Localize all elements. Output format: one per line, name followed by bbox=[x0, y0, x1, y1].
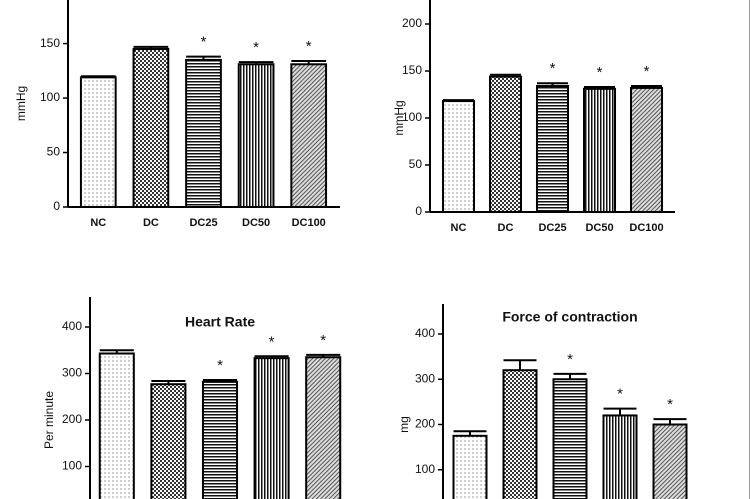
chart-title: Heart Rate bbox=[185, 314, 255, 330]
bar bbox=[535, 85, 570, 213]
x-tick-label: NC bbox=[90, 217, 106, 229]
bar bbox=[290, 63, 328, 208]
significance-marker: * bbox=[217, 357, 223, 374]
bar bbox=[552, 378, 588, 499]
significance-marker: * bbox=[253, 39, 259, 56]
bar bbox=[201, 380, 239, 499]
y-tick-label: 150 bbox=[40, 36, 60, 50]
y-tick-label: 100 bbox=[402, 110, 422, 124]
significance-marker: * bbox=[644, 63, 650, 80]
y-tick-label: 50 bbox=[409, 157, 423, 171]
y-tick-label: 50 bbox=[47, 145, 61, 159]
bar bbox=[629, 86, 664, 213]
y-tick-label: 200 bbox=[62, 412, 82, 426]
bar bbox=[452, 434, 488, 499]
bar bbox=[488, 75, 523, 213]
x-tick-label: DC bbox=[143, 217, 159, 229]
bar bbox=[441, 100, 476, 213]
y-tick-label: 300 bbox=[415, 371, 435, 385]
x-tick-label: DC50 bbox=[242, 217, 270, 229]
chart-title: Force of contraction bbox=[502, 309, 637, 325]
bar bbox=[305, 356, 342, 499]
y-tick-label: 200 bbox=[402, 16, 422, 30]
bar bbox=[502, 369, 538, 499]
y-tick-label: 150 bbox=[402, 63, 422, 77]
y-tick-label: 100 bbox=[415, 462, 435, 476]
y-axis-label: Per minute bbox=[42, 391, 56, 449]
bar bbox=[237, 63, 275, 208]
bar bbox=[98, 352, 135, 499]
x-tick-label: DC25 bbox=[538, 222, 566, 234]
bar bbox=[652, 423, 688, 499]
significance-marker: * bbox=[269, 333, 275, 350]
significance-marker: * bbox=[201, 34, 207, 51]
bar bbox=[132, 48, 170, 208]
y-tick-label: 0 bbox=[53, 199, 60, 213]
x-tick-label: NC bbox=[451, 222, 467, 234]
y-axis-label: mmHg bbox=[392, 100, 406, 135]
x-tick-label: DC100 bbox=[629, 222, 663, 234]
y-tick-label: 100 bbox=[62, 459, 82, 473]
significance-marker: * bbox=[306, 38, 312, 55]
x-tick-label: DC25 bbox=[189, 217, 217, 229]
y-tick-label: 0 bbox=[415, 204, 422, 218]
bar bbox=[79, 76, 117, 208]
x-tick-label: DC50 bbox=[585, 222, 613, 234]
y-tick-label: 400 bbox=[62, 319, 82, 333]
bar bbox=[150, 383, 187, 499]
significance-marker: * bbox=[567, 351, 573, 368]
y-axis-label: mmHg bbox=[14, 86, 28, 121]
y-tick-label: 100 bbox=[40, 90, 60, 104]
bar bbox=[185, 58, 222, 208]
y-tick-label: 400 bbox=[415, 326, 435, 340]
significance-marker: * bbox=[550, 60, 556, 77]
x-tick-label: DC100 bbox=[292, 217, 326, 229]
bar bbox=[602, 414, 638, 499]
significance-marker: * bbox=[667, 396, 673, 413]
significance-marker: * bbox=[320, 332, 326, 349]
bar bbox=[582, 87, 617, 213]
bar bbox=[253, 357, 290, 499]
significance-marker: * bbox=[617, 386, 623, 403]
significance-marker: * bbox=[597, 64, 603, 81]
y-tick-label: 200 bbox=[415, 417, 435, 431]
x-tick-label: DC bbox=[498, 222, 514, 234]
y-tick-label: 300 bbox=[62, 366, 82, 380]
y-axis-label: mg bbox=[397, 416, 411, 433]
